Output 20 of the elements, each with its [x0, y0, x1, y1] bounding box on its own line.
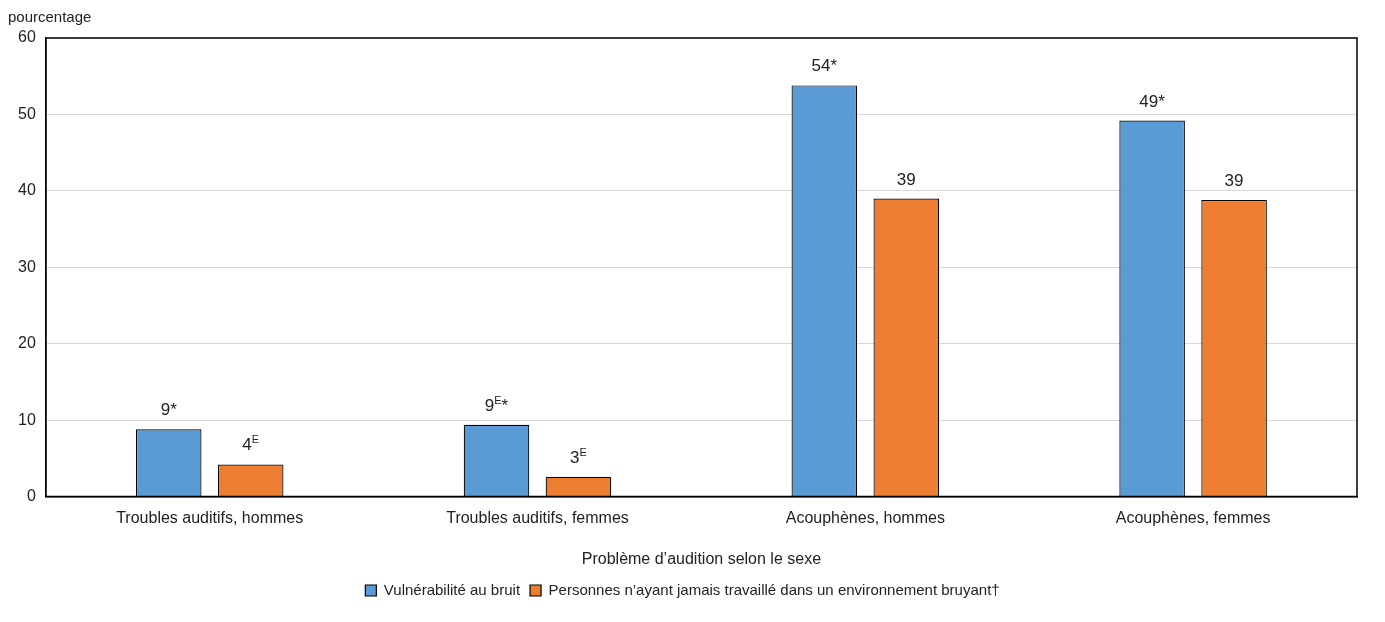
- x-axis-title: Problème d’audition selon le sexe: [581, 549, 822, 567]
- y-axis-title: pourcentage: [8, 7, 92, 25]
- y-tick-label: 20: [18, 334, 36, 352]
- y-tick-label: 0: [26, 487, 36, 505]
- legend-label: Vulnérabilité au bruit: [383, 580, 521, 598]
- data-label: 39: [896, 169, 916, 189]
- x-tick-label: Acouphènes, femmes: [1115, 508, 1271, 526]
- x-tick-label: Acouphènes, hommes: [785, 508, 945, 526]
- y-tick-label: 50: [18, 104, 36, 122]
- y-tick-label: 10: [18, 410, 36, 428]
- x-tick-label: Troubles auditifs, hommes: [116, 508, 304, 526]
- x-tick-label: Troubles auditifs, femmes: [446, 508, 629, 526]
- legend-label: Personnes n’ayant jamais travaillé dans un environnement bruyant†: [548, 580, 1000, 598]
- data-label: 54*: [811, 56, 838, 76]
- y-tick-label: 40: [18, 181, 36, 199]
- y-tick-label: 30: [18, 257, 36, 275]
- data-label: 49*: [1139, 91, 1166, 111]
- data-label: 39: [1224, 171, 1244, 191]
- y-tick-label: 60: [18, 28, 36, 46]
- data-label: 9*: [160, 400, 178, 420]
